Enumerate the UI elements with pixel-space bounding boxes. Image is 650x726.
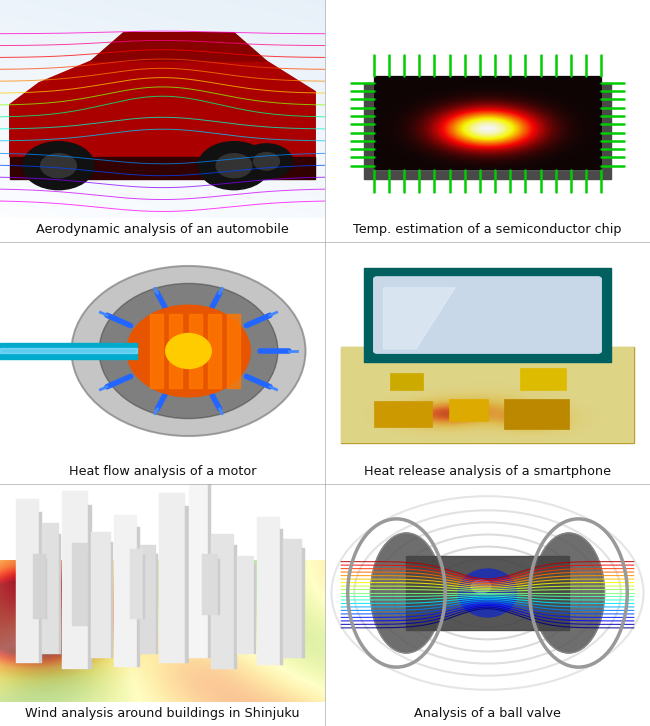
Bar: [88, 505, 92, 669]
Bar: [374, 401, 432, 428]
Bar: [88, 550, 90, 626]
Bar: [237, 556, 254, 654]
Polygon shape: [10, 157, 315, 179]
Bar: [406, 556, 569, 630]
Ellipse shape: [370, 533, 442, 653]
Bar: [218, 558, 220, 615]
Polygon shape: [384, 287, 455, 348]
Text: Heat flow analysis of a motor: Heat flow analysis of a motor: [69, 465, 256, 478]
Bar: [39, 513, 42, 663]
Circle shape: [240, 144, 292, 179]
Bar: [448, 399, 488, 421]
Circle shape: [254, 152, 280, 170]
Polygon shape: [91, 33, 266, 61]
Bar: [140, 545, 156, 654]
Bar: [283, 539, 302, 658]
Polygon shape: [341, 346, 634, 443]
FancyBboxPatch shape: [374, 277, 601, 353]
Ellipse shape: [99, 283, 278, 419]
Circle shape: [23, 142, 94, 189]
Bar: [188, 467, 208, 658]
Bar: [208, 482, 211, 658]
Bar: [185, 506, 189, 663]
Polygon shape: [364, 268, 611, 362]
Bar: [16, 499, 39, 663]
Ellipse shape: [471, 580, 491, 593]
Bar: [114, 515, 136, 667]
Bar: [520, 368, 566, 391]
Bar: [91, 532, 111, 658]
Bar: [42, 523, 58, 654]
Bar: [156, 554, 159, 654]
Bar: [280, 529, 283, 665]
Bar: [32, 554, 46, 619]
Bar: [72, 543, 88, 626]
Circle shape: [40, 154, 77, 178]
Bar: [302, 548, 305, 658]
Ellipse shape: [533, 533, 604, 653]
Polygon shape: [10, 61, 315, 157]
Bar: [254, 564, 256, 654]
Circle shape: [198, 142, 270, 189]
Bar: [150, 314, 162, 388]
Ellipse shape: [72, 266, 306, 436]
Polygon shape: [374, 76, 601, 170]
Bar: [227, 314, 240, 388]
Bar: [58, 534, 61, 654]
Bar: [62, 491, 88, 669]
Bar: [143, 555, 145, 619]
Bar: [202, 554, 218, 615]
Circle shape: [216, 154, 252, 178]
Ellipse shape: [127, 305, 250, 397]
Text: Aerodynamic analysis of an automobile: Aerodynamic analysis of an automobile: [36, 224, 289, 237]
Text: Analysis of a ball valve: Analysis of a ball valve: [414, 708, 561, 720]
Bar: [208, 314, 221, 388]
Bar: [390, 372, 422, 391]
Bar: [257, 517, 280, 665]
Bar: [211, 534, 234, 669]
Bar: [136, 527, 140, 667]
Bar: [504, 399, 569, 430]
Bar: [234, 545, 237, 669]
Bar: [111, 542, 114, 658]
Bar: [188, 314, 202, 388]
Bar: [46, 559, 47, 619]
Polygon shape: [364, 83, 611, 179]
Ellipse shape: [166, 333, 211, 368]
Text: Wind analysis around buildings in Shinjuku: Wind analysis around buildings in Shinju…: [25, 708, 300, 720]
Bar: [130, 550, 143, 619]
Bar: [169, 314, 182, 388]
Text: Temp. estimation of a semiconductor chip: Temp. estimation of a semiconductor chip: [353, 224, 622, 237]
Bar: [0, 343, 136, 359]
Text: Heat release analysis of a smartphone: Heat release analysis of a smartphone: [364, 465, 611, 478]
Bar: [0, 348, 136, 353]
Bar: [159, 493, 185, 663]
Ellipse shape: [458, 569, 517, 617]
